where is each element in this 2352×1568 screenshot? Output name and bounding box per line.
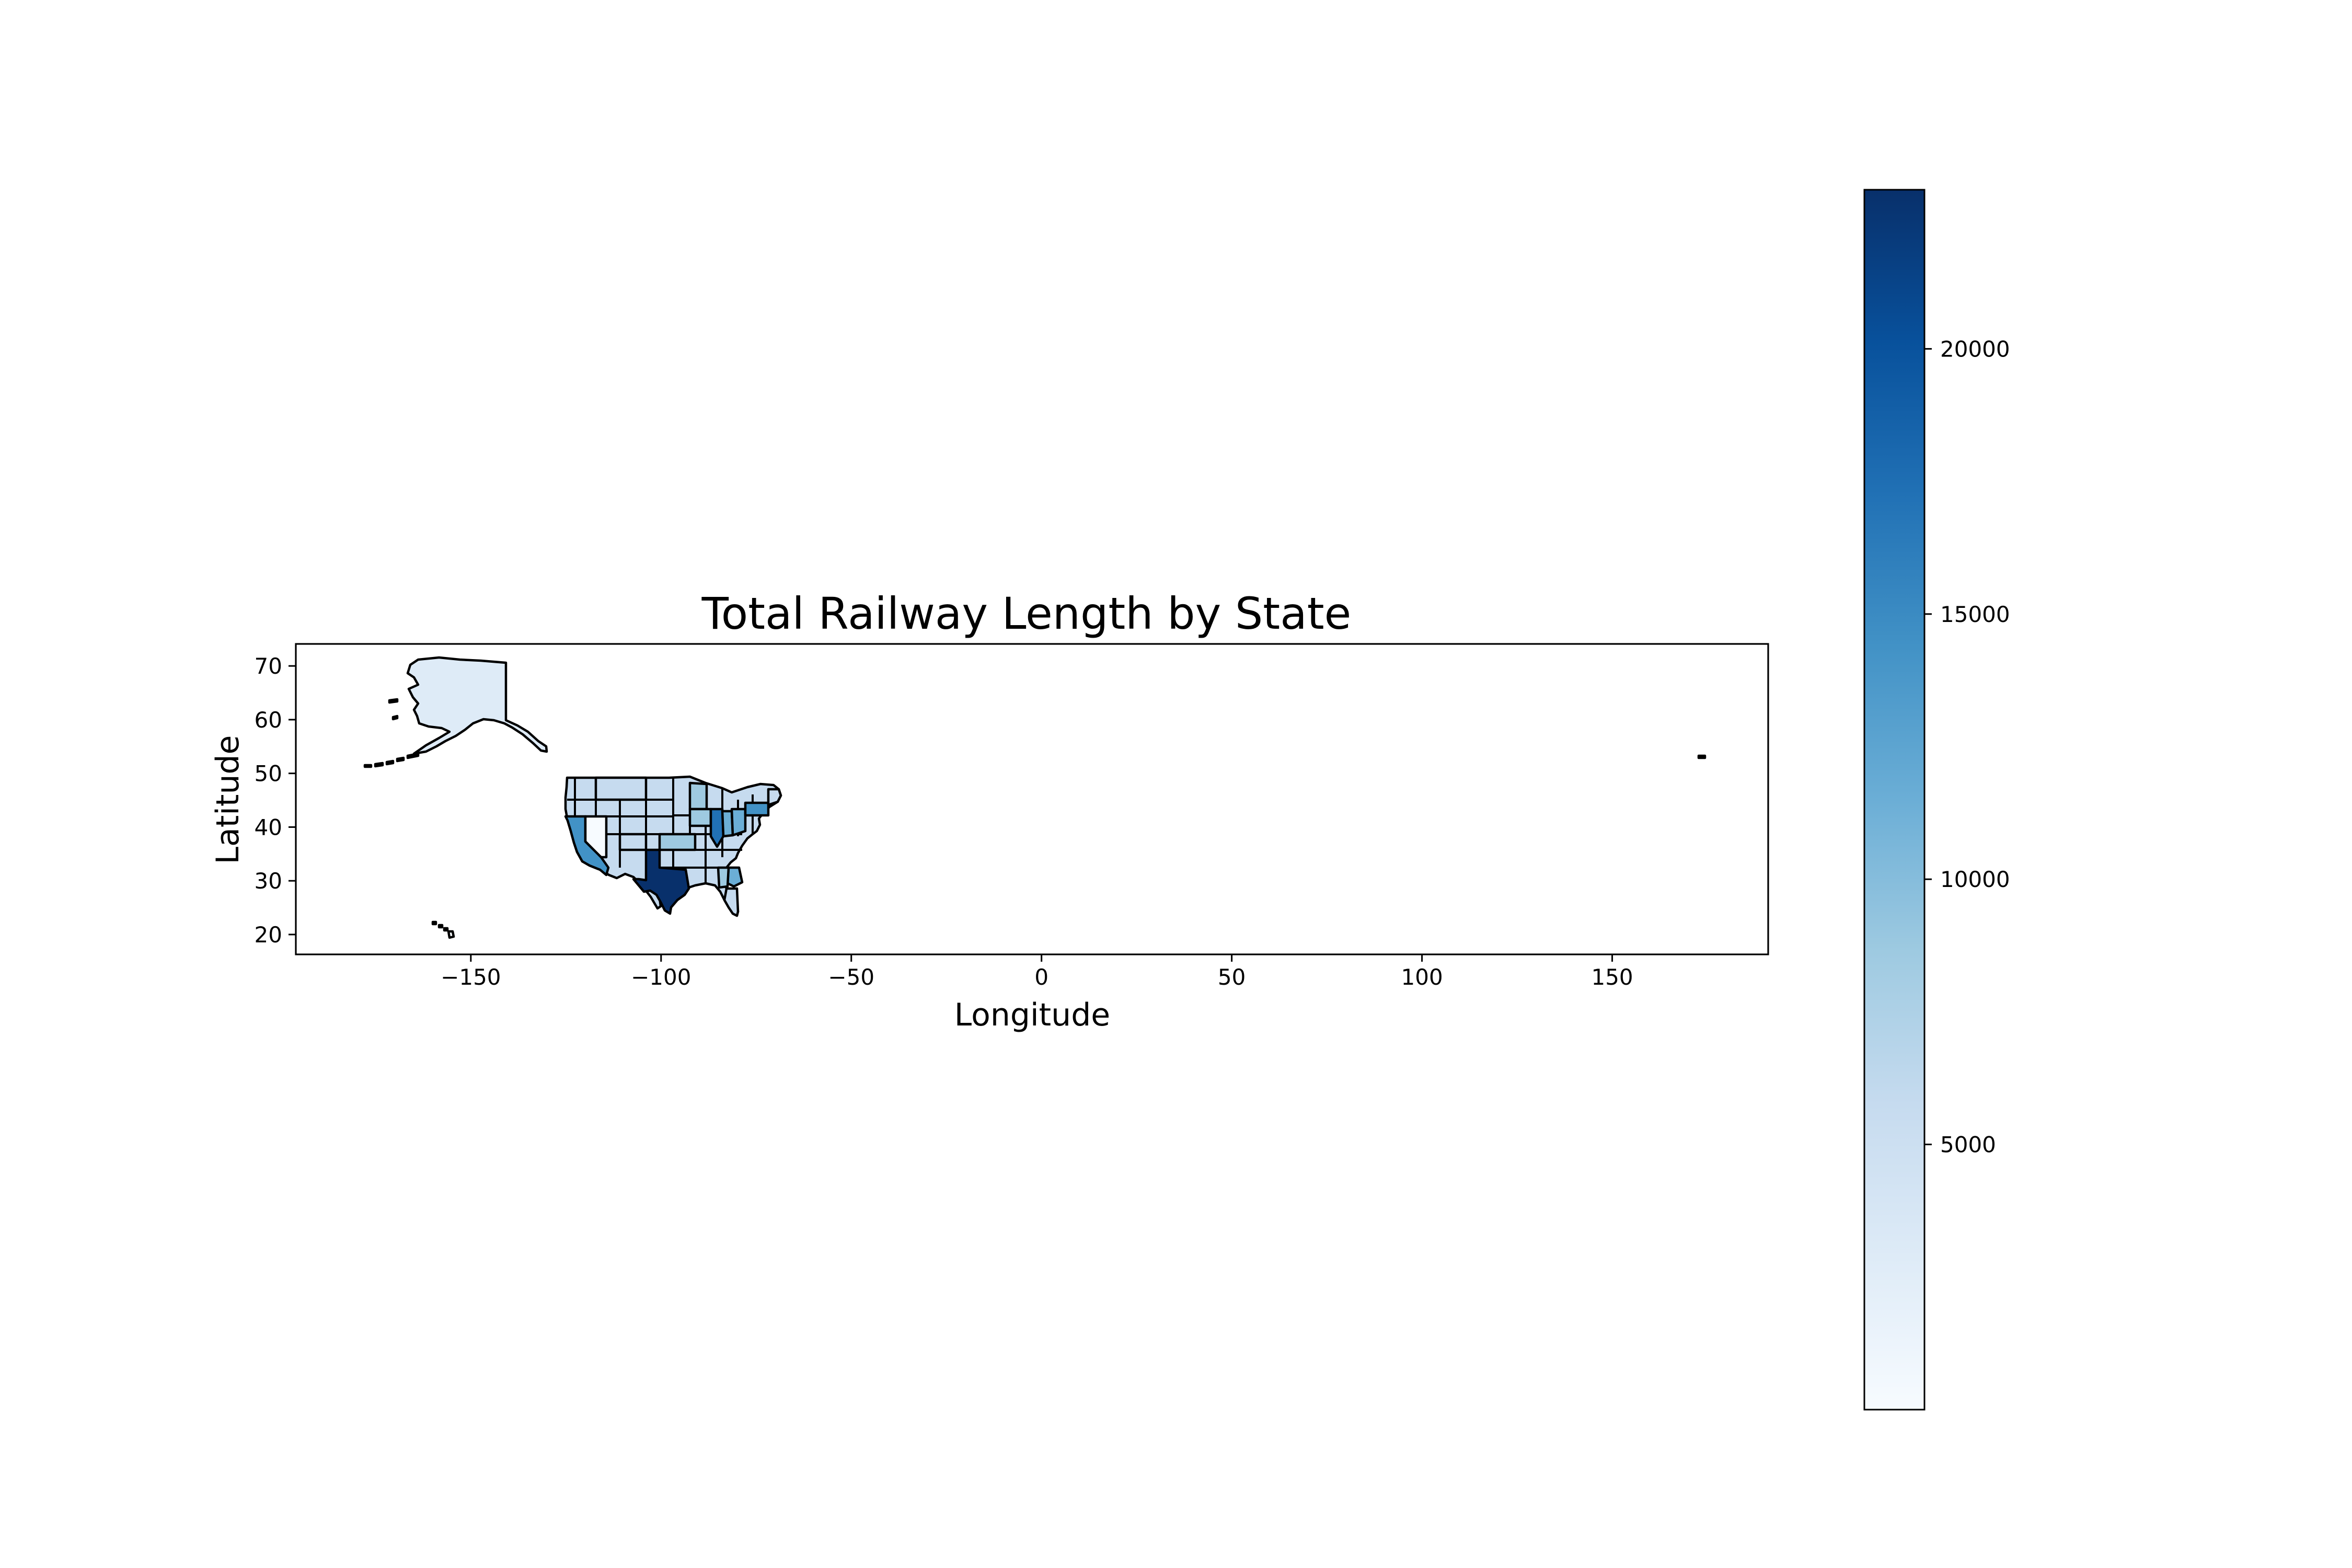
nevada-region: [584, 815, 608, 859]
x-tick-label: 50: [1218, 964, 1246, 990]
x-tick-label: −50: [828, 964, 874, 990]
y-axis-label: Latitude: [210, 735, 246, 864]
x-tick-label: −100: [631, 964, 691, 990]
florida-region: [723, 887, 740, 917]
alaska-region: [406, 656, 548, 755]
chart-title: Total Railway Length by State: [701, 588, 1352, 639]
y-axis: 20 30 40 50 60 70: [255, 653, 296, 948]
colorbar-tick-label: 15000: [1940, 602, 2010, 627]
x-tick-label: −150: [441, 964, 501, 990]
colorado-region: [618, 833, 648, 851]
y-tick-label: 30: [255, 868, 282, 894]
map-axes-frame: [295, 643, 1769, 955]
colorbar-tick-label: 20000: [1940, 336, 2010, 362]
ohio-region: [730, 808, 747, 837]
iowa-region: [688, 808, 712, 827]
x-tick-label: 150: [1591, 964, 1633, 990]
colorbar: 5000 10000 15000 20000: [1863, 189, 2010, 1411]
alabama-region: [717, 866, 730, 889]
x-axis-label: Longitude: [954, 997, 1110, 1033]
texas-region: [632, 848, 690, 915]
x-tick-label: 100: [1401, 964, 1443, 990]
montana-region: [594, 776, 648, 801]
new-england-region: [767, 788, 782, 806]
minnesota-region: [688, 781, 708, 811]
y-tick-label: 20: [255, 922, 282, 948]
hawaii-region: [431, 920, 455, 939]
map-plot-area: [295, 643, 1769, 955]
pennsylvania-region: [744, 801, 770, 817]
y-tick-label: 60: [255, 707, 282, 733]
kansas-region: [658, 833, 697, 851]
far-east-islet: [1697, 754, 1707, 759]
colorbar-tick-label: 10000: [1940, 867, 2010, 892]
colorbar-gradient: [1863, 189, 1926, 1411]
georgia-region: [726, 866, 744, 888]
bering-islands: [388, 698, 399, 721]
y-tick-label: 40: [255, 814, 282, 840]
x-tick-label: 0: [1034, 964, 1048, 990]
illinois-region: [709, 808, 725, 848]
y-tick-label: 70: [255, 653, 282, 679]
x-axis: −150 −100 −50 0 50 100 150: [441, 954, 1633, 990]
colorbar-ticks: 5000 10000 15000 20000: [1924, 336, 2010, 1158]
colorbar-tick-label: 5000: [1940, 1132, 1996, 1158]
y-tick-label: 50: [255, 761, 282, 787]
aleutian-islands: [363, 752, 420, 768]
